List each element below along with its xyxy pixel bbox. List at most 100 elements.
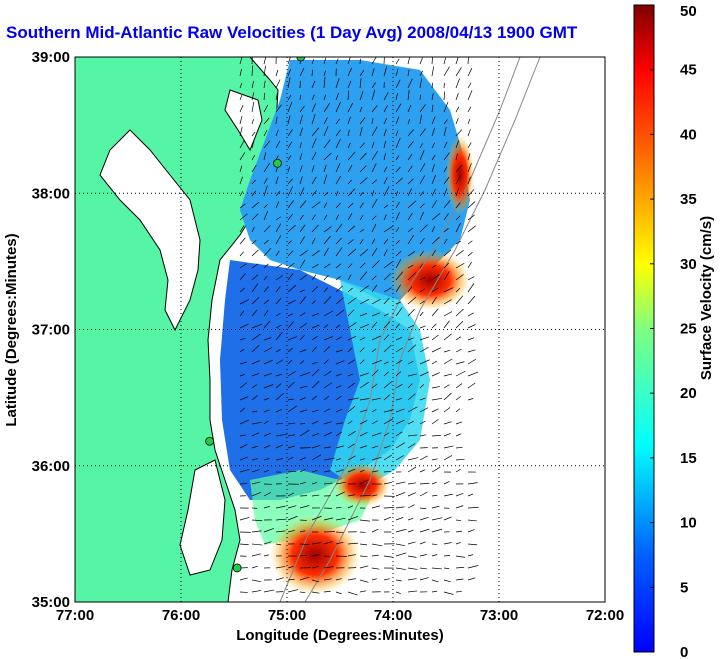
velocity-arrow bbox=[407, 529, 414, 533]
velocity-arrow bbox=[275, 190, 281, 197]
velocity-arrow bbox=[359, 469, 365, 473]
velocity-arrow bbox=[407, 420, 414, 425]
velocity-arrow bbox=[371, 247, 378, 257]
velocity-arrow bbox=[275, 566, 286, 569]
y-tick-label: 39:00 bbox=[32, 49, 70, 66]
velocity-arrow bbox=[371, 238, 376, 245]
velocity-arrow bbox=[287, 589, 299, 593]
velocity-arrow bbox=[395, 284, 401, 293]
velocity-arrow bbox=[443, 421, 452, 425]
velocity-arrow bbox=[239, 444, 248, 449]
velocity-arrow bbox=[299, 259, 306, 269]
velocity-arrow bbox=[347, 80, 352, 89]
velocity-arrow bbox=[323, 336, 333, 341]
velocity-arrow bbox=[287, 166, 291, 173]
velocity-arrow bbox=[311, 127, 320, 137]
velocity-arrow bbox=[347, 274, 352, 281]
velocity-arrow bbox=[347, 129, 350, 137]
velocity-arrow bbox=[455, 370, 466, 377]
velocity-arrow bbox=[359, 117, 366, 125]
velocity-arrow bbox=[419, 263, 424, 269]
velocity-arrow bbox=[299, 360, 305, 365]
velocity-arrow bbox=[275, 140, 281, 149]
velocity-arrow bbox=[467, 371, 479, 377]
velocity-arrow bbox=[455, 250, 464, 257]
velocity-arrow bbox=[239, 203, 246, 209]
velocity-arrow bbox=[431, 308, 439, 317]
velocity-arrow bbox=[431, 579, 439, 583]
velocity-arrow bbox=[419, 128, 426, 137]
velocity-arrow bbox=[287, 456, 294, 461]
velocity-arrow bbox=[299, 127, 303, 137]
velocity-arrow bbox=[455, 117, 459, 125]
velocity-arrow bbox=[455, 421, 463, 425]
velocity-arrow bbox=[359, 126, 363, 137]
velocity-arrow bbox=[407, 517, 414, 521]
velocity-arrow bbox=[239, 382, 248, 389]
velocity-arrow bbox=[359, 271, 368, 281]
velocity-arrow bbox=[395, 492, 406, 497]
velocity-arrow bbox=[443, 579, 451, 583]
velocity-arrow bbox=[431, 57, 433, 65]
velocity-arrow bbox=[299, 67, 305, 77]
velocity-arrow bbox=[419, 507, 427, 510]
velocity-arrow bbox=[443, 358, 453, 365]
velocity-arrow bbox=[431, 481, 437, 485]
velocity-arrow bbox=[431, 458, 438, 461]
velocity-hotspot-south bbox=[270, 515, 360, 595]
velocity-arrow bbox=[323, 324, 329, 329]
velocity-arrow bbox=[323, 77, 326, 89]
velocity-arrow bbox=[323, 457, 335, 461]
velocity-arrow bbox=[371, 554, 379, 557]
velocity-arrow bbox=[443, 567, 450, 570]
velocity-arrow bbox=[395, 347, 404, 353]
velocity-arrow bbox=[443, 228, 449, 233]
velocity-arrow bbox=[371, 567, 380, 570]
velocity-arrow bbox=[431, 104, 434, 113]
velocity-arrow bbox=[383, 261, 393, 269]
velocity-arrow bbox=[383, 361, 389, 365]
velocity-arrow bbox=[251, 421, 262, 425]
velocity-arrow bbox=[395, 201, 400, 209]
velocity-arrow bbox=[407, 286, 413, 293]
velocity-arrow bbox=[323, 421, 332, 425]
velocity-arrow bbox=[251, 249, 259, 257]
velocity-arrow bbox=[251, 333, 261, 341]
velocity-arrow bbox=[455, 320, 464, 329]
velocity-arrow bbox=[263, 210, 269, 221]
velocity-arrow bbox=[443, 66, 450, 77]
velocity-arrow bbox=[251, 201, 260, 209]
velocity-arrow bbox=[239, 176, 243, 185]
velocity-arrow bbox=[251, 309, 258, 317]
velocity-arrow bbox=[371, 190, 375, 197]
velocity-arrow bbox=[299, 591, 306, 594]
velocity-arrow bbox=[395, 408, 405, 413]
velocity-arrow bbox=[347, 468, 356, 473]
velocity-arrow bbox=[251, 543, 263, 546]
velocity-arrow bbox=[287, 186, 294, 197]
velocity-arrow bbox=[359, 312, 368, 317]
velocity-arrow bbox=[275, 359, 284, 365]
velocity-arrow bbox=[407, 578, 417, 581]
velocity-arrow bbox=[359, 381, 369, 389]
velocity-arrow bbox=[419, 237, 425, 245]
velocity-arrow bbox=[323, 94, 327, 101]
velocity-arrow bbox=[419, 325, 426, 329]
velocity-arrow bbox=[287, 313, 293, 317]
velocity-arrow bbox=[311, 554, 320, 557]
velocity-arrow bbox=[335, 349, 343, 353]
velocity-arrow bbox=[323, 310, 334, 317]
velocity-arrow bbox=[407, 251, 416, 257]
velocity-arrow bbox=[263, 420, 269, 425]
velocity-arrow bbox=[263, 445, 271, 449]
velocity-arrow bbox=[431, 66, 434, 77]
bathymetry-contour bbox=[279, 57, 521, 602]
velocity-arrow bbox=[419, 420, 426, 425]
velocity-arrow bbox=[251, 410, 257, 413]
velocity-arrow bbox=[431, 554, 438, 557]
velocity-arrow bbox=[347, 373, 353, 377]
x-axis-label: Longitude (Degrees:Minutes) bbox=[236, 627, 444, 644]
velocity-arrow bbox=[311, 579, 320, 583]
velocity-arrow bbox=[431, 199, 438, 209]
velocity-arrow bbox=[347, 309, 355, 317]
